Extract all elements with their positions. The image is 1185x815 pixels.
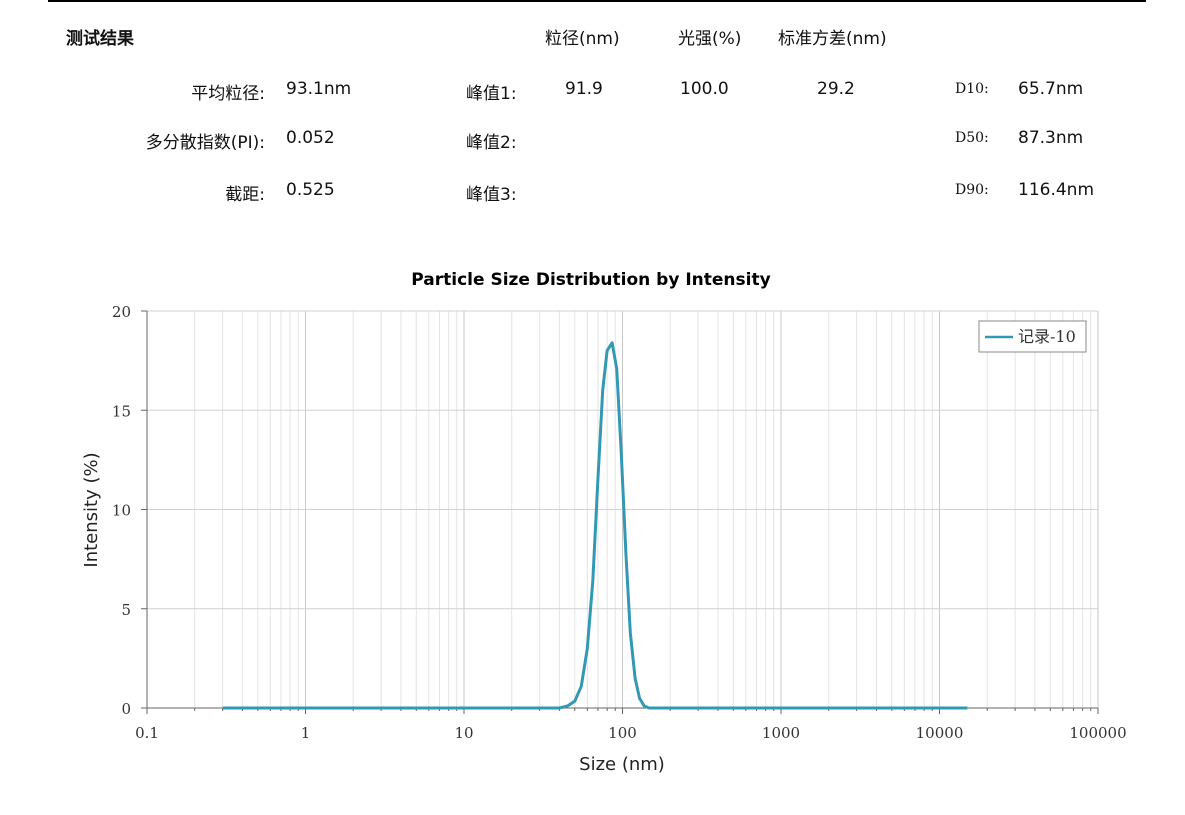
avg-size-label: 平均粒径: — [191, 84, 265, 104]
psd-chart: Particle Size Distribution by Intensity … — [81, 270, 1127, 775]
y-axis-label: Intensity (%) — [81, 452, 102, 567]
pi-value: 0.052 — [286, 128, 335, 148]
d50-value: 87.3nm — [1018, 128, 1084, 148]
chart-grid — [146, 310, 1099, 709]
peak1-label: 峰值1: — [466, 84, 517, 104]
y-tick-label: 15 — [112, 402, 131, 420]
x-tick-label: 100 — [608, 724, 637, 742]
d10-label: D10: — [955, 81, 989, 97]
x-tick-label: 1000 — [762, 724, 800, 742]
y-tick-label: 20 — [112, 303, 131, 321]
header-size: 粒径(nm) — [545, 29, 620, 49]
avg-size-value: 93.1nm — [286, 79, 352, 99]
peak1-size: 91.9 — [565, 79, 603, 99]
chart-title: Particle Size Distribution by Intensity — [411, 270, 770, 290]
x-tick-label: 0.1 — [135, 724, 159, 742]
pi-label: 多分散指数(PI): — [145, 133, 265, 153]
chart-plot-area — [222, 341, 968, 710]
intercept-label: 截距: — [225, 185, 265, 205]
x-axis-label: Size (nm) — [579, 754, 665, 775]
legend-label: 记录-10 — [1018, 327, 1076, 346]
top-border-line — [48, 0, 1146, 2]
x-tick-label: 10 — [454, 724, 473, 742]
peak1-std: 29.2 — [817, 79, 855, 99]
header-intensity: 光强(%) — [678, 29, 742, 49]
y-tick-label: 5 — [121, 601, 131, 619]
y-tick-label: 10 — [112, 502, 131, 520]
d90-label: D90: — [955, 182, 989, 198]
peak2-label: 峰值2: — [466, 133, 517, 153]
y-tick-label: 0 — [121, 700, 131, 718]
peak1-intensity: 100.0 — [680, 79, 729, 99]
chart-tick-labels: 0 5 10 15 20 0.1 1 10 100 1000 10000 100000 — [112, 303, 1127, 742]
x-tick-label: 100000 — [1069, 724, 1126, 742]
x-tick-label: 1 — [301, 724, 311, 742]
intercept-value: 0.525 — [286, 180, 335, 200]
d10-value: 65.7nm — [1018, 79, 1084, 99]
series-line — [222, 341, 968, 710]
header-std: 标准方差(nm) — [778, 29, 887, 49]
peak3-label: 峰值3: — [466, 185, 517, 205]
d50-label: D50: — [955, 130, 989, 146]
section-title: 测试结果 — [66, 29, 134, 49]
chart-axes — [141, 310, 1099, 714]
chart-legend: 记录-10 — [978, 320, 1087, 353]
x-tick-label: 10000 — [916, 724, 964, 742]
d90-value: 116.4nm — [1018, 180, 1095, 200]
